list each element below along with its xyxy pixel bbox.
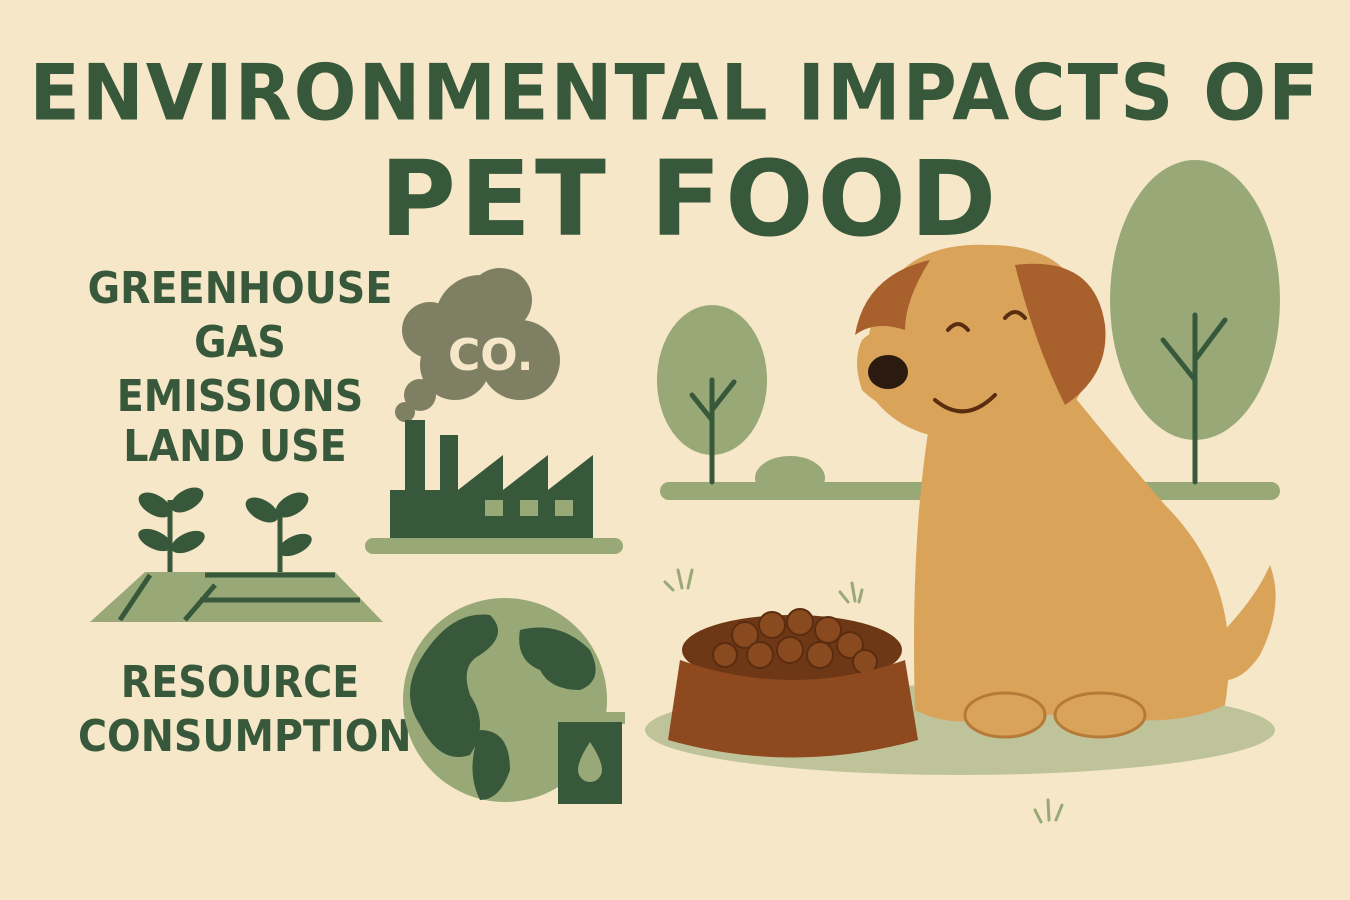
co2-text: CO. <box>448 330 534 381</box>
greenhouse-label-line-2: GAS EMISSIONS <box>116 317 364 422</box>
water-can-icon <box>555 712 625 804</box>
food-bowl-icon <box>668 608 918 758</box>
title-line-1: ENVIRONMENTAL IMPACTS OF <box>29 47 1321 139</box>
title-line-2: PET FOOD <box>379 138 1001 260</box>
globe-icon <box>403 598 607 802</box>
greenhouse-label: GREENHOUSE GAS EMISSIONS <box>78 262 402 424</box>
resource-label-line-2: CONSUMPTION <box>78 711 412 762</box>
dog-illustration <box>855 244 1276 739</box>
sprouting-field-icon <box>90 487 383 622</box>
land-use-label: LAND USE <box>123 421 347 472</box>
grass-tufts <box>663 568 1064 824</box>
greenhouse-label-line-1: GREENHOUSE <box>87 263 393 314</box>
resource-label-line-1: RESOURCE <box>120 657 360 708</box>
resource-label: RESOURCE CONSUMPTION <box>78 656 412 764</box>
factory-icon <box>365 420 623 554</box>
co2-cloud-icon <box>395 268 560 422</box>
